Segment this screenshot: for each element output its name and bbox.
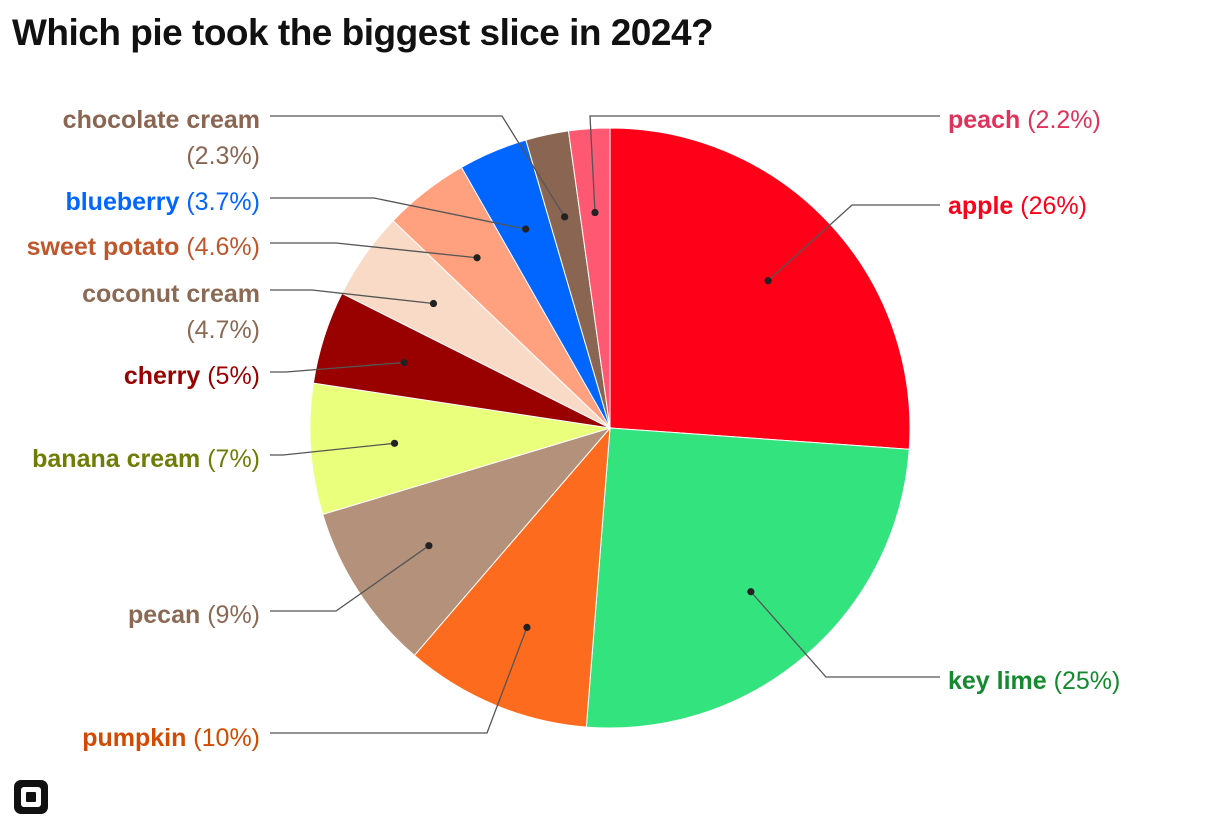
pie-slice-apple	[609, 127, 911, 450]
leader-line-key-lime	[750, 591, 940, 678]
leader-line-blueberry	[270, 197, 526, 230]
slice-label-chocolate-cream: chocolate cream (2.3%)	[63, 106, 260, 170]
pie-slice-key-lime	[585, 427, 910, 729]
anchor-dot-coconut-cream	[429, 299, 438, 308]
pie-slice-pecan	[322, 427, 612, 657]
slice-label-peach: peach (2.2%)	[948, 106, 1101, 134]
slice-label-apple: apple (26%)	[948, 192, 1087, 220]
slice-label-value: (2.3%)	[186, 142, 260, 170]
slice-label-value: (3.7%)	[179, 188, 260, 216]
slice-label-name: blueberry	[65, 188, 179, 216]
anchor-dot-peach	[591, 208, 599, 217]
leader-line-pecan	[270, 545, 430, 612]
pie-slice-pumpkin	[413, 426, 611, 728]
slice-label-value: (26%)	[1013, 192, 1087, 220]
slice-label-pumpkin: pumpkin (10%)	[82, 724, 260, 752]
slice-label-pecan: pecan (9%)	[128, 601, 260, 629]
slice-label-name: pumpkin	[82, 724, 186, 752]
anchor-dot-key-lime	[747, 588, 755, 596]
slice-label-value: (2.2%)	[1020, 106, 1101, 134]
slice-label-coconut-cream: coconut cream (4.7%)	[82, 280, 260, 344]
slice-label-value: (25%)	[1047, 667, 1121, 695]
leader-line-pumpkin	[270, 627, 528, 734]
slice-label-cherry: cherry (5%)	[124, 362, 260, 390]
square-logo-icon	[14, 780, 48, 814]
slice-label-name: chocolate cream	[63, 106, 260, 134]
leader-line-coconut-cream	[270, 289, 434, 305]
slice-label-name: peach	[948, 106, 1020, 134]
anchor-dot-cherry	[400, 358, 408, 367]
slice-label-name: coconut cream	[82, 280, 260, 308]
slice-label-value: (4.6%)	[179, 233, 260, 261]
pie-slices	[309, 127, 911, 729]
slice-label-value: (4.7%)	[186, 316, 260, 344]
slice-label-blueberry: blueberry (3.7%)	[65, 188, 260, 216]
slice-label-value: (5%)	[200, 362, 260, 390]
leader-lines	[270, 115, 940, 734]
slice-label-key-lime: key lime (25%)	[948, 667, 1120, 695]
pie-slice-banana-cream	[309, 382, 611, 515]
anchor-dot-pumpkin	[523, 623, 531, 631]
leader-line-cherry	[270, 361, 405, 373]
leader-line-apple	[767, 204, 940, 282]
slice-label-name: banana cream	[32, 445, 200, 473]
slice-label-name: cherry	[124, 362, 201, 390]
slice-label-sweet-potato: sweet potato (4.6%)	[27, 233, 260, 261]
slice-label-name: apple	[948, 192, 1013, 220]
anchor-dot-chocolate-cream	[561, 213, 569, 221]
anchor-dot-blueberry	[522, 225, 530, 233]
leader-line-chocolate-cream	[270, 115, 566, 218]
anchor-dot-pecan	[425, 542, 433, 550]
slice-label-value: (9%)	[200, 601, 260, 629]
anchor-dot-sweet-potato	[473, 254, 481, 262]
slice-label-value: (7%)	[200, 445, 260, 473]
slice-label-name: key lime	[948, 667, 1047, 695]
slice-label-banana-cream: banana cream (7%)	[32, 445, 260, 473]
leader-line-peach	[589, 115, 940, 213]
chart-title: Which pie took the biggest slice in 2024…	[12, 12, 714, 53]
slice-labels: apple (26%) key lime (25%) pumpkin (10%) pe…	[27, 106, 1121, 752]
slice-label-name: sweet potato	[27, 233, 180, 261]
pie-slice-peach	[567, 127, 611, 429]
slice-label-value: (10%)	[186, 724, 260, 752]
leader-line-sweet-potato	[270, 242, 478, 259]
leader-line-banana-cream	[270, 442, 395, 456]
slice-label-name: pecan	[128, 601, 200, 629]
anchor-dot-apple	[764, 277, 772, 285]
anchor-dot-banana-cream	[390, 439, 399, 447]
